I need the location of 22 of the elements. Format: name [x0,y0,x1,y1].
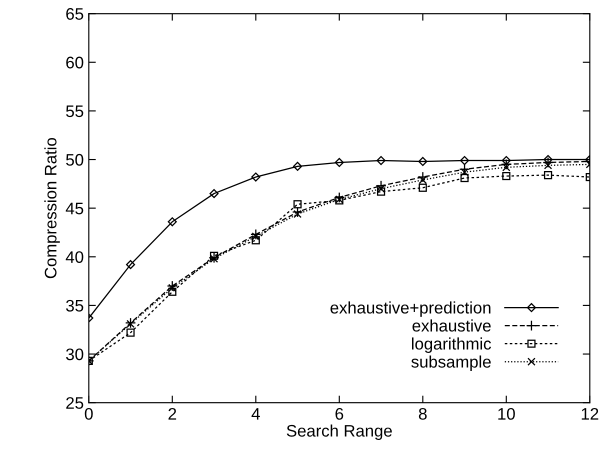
y-tick-label: 65 [66,8,84,20]
y-tick-label: 55 [66,105,84,118]
x-axis-title: Search Range [286,424,392,440]
x-tick-label: 6 [336,408,344,420]
x-tick-label: 12 [582,408,598,420]
y-axis-title: Compression Ratio [44,138,60,278]
y-tick-label: 60 [66,56,84,68]
y-tick-label: 25 [66,397,84,409]
y-tick-label: 40 [66,251,84,263]
y-tick-label: 45 [66,202,84,214]
legend-label: subsample [411,355,491,372]
y-tick-label: 35 [66,300,84,312]
y-tick-label: 30 [66,348,84,360]
x-tick-label: 4 [252,408,260,420]
x-tick-label: 0 [84,408,93,420]
x-tick-label: 2 [168,408,176,420]
y-tick-label: 50 [66,154,84,166]
legend-label: exhaustive+prediction [330,301,490,317]
x-tick-label: 10 [498,408,515,420]
x-tick-label: 8 [418,408,427,420]
legend-label: logarithmic [412,337,492,353]
legend-label: exhaustive [412,319,491,332]
